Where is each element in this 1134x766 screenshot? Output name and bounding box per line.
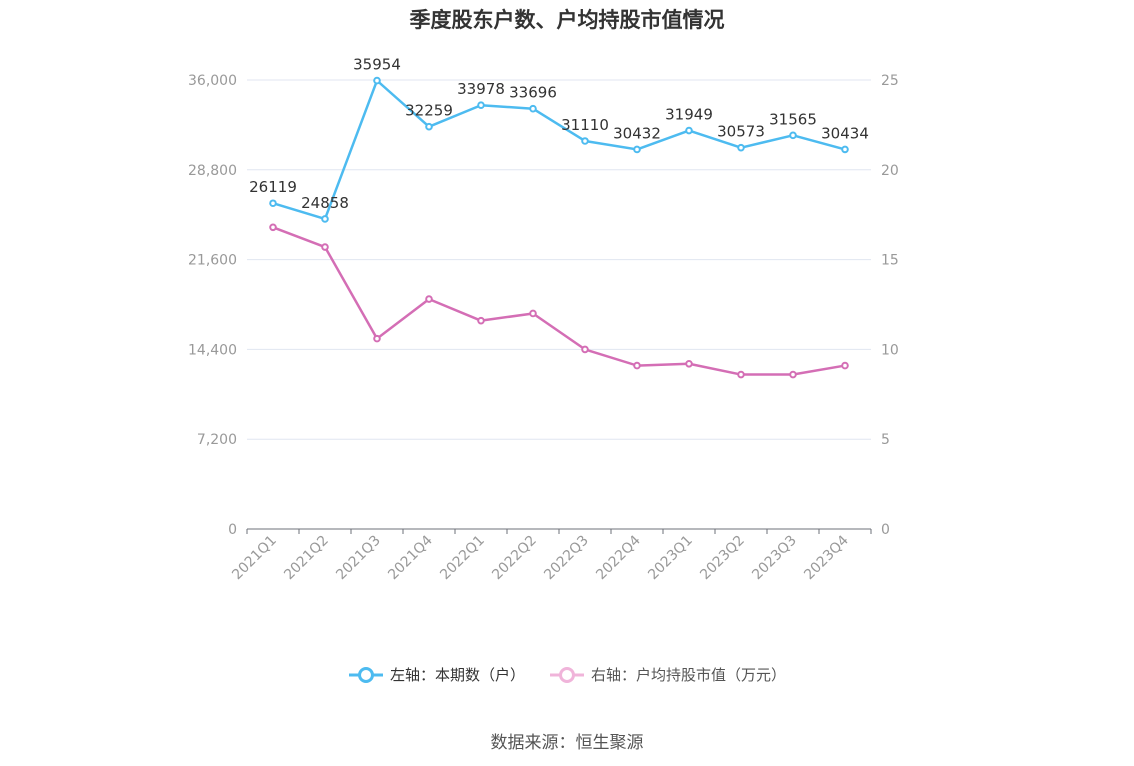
data-point-left xyxy=(581,137,589,145)
data-point-left xyxy=(425,122,433,131)
data-point-right xyxy=(789,370,797,379)
data-point-left xyxy=(685,126,693,135)
right-axis-tick-label: 15 xyxy=(881,253,899,269)
data-point-right xyxy=(321,243,329,251)
data-label: 33978 xyxy=(457,80,505,98)
right-axis-tick-label: 5 xyxy=(881,432,890,448)
left-axis-tick-label: 14,400 xyxy=(188,342,237,358)
data-point-right xyxy=(581,345,589,354)
x-axis-tick-label: 2023Q1 xyxy=(645,533,696,584)
data-label: 30573 xyxy=(717,123,765,141)
legend-label-right-series: 右轴：户均持股市值（万元） xyxy=(591,666,787,684)
data-point-right xyxy=(477,316,485,325)
legend-swatch-right-icon xyxy=(550,666,584,683)
right-axis-tick-label: 0 xyxy=(881,522,890,538)
data-point-right xyxy=(373,334,381,343)
x-axis-tick-label: 2021Q1 xyxy=(229,533,280,584)
data-point-left xyxy=(789,131,797,140)
x-axis-tick-label: 2022Q3 xyxy=(541,533,592,584)
data-point-right xyxy=(425,295,433,303)
data-point-right xyxy=(269,223,277,232)
right-axis-tick-label: 25 xyxy=(881,73,899,89)
data-label: 24858 xyxy=(301,194,349,212)
data-point-right xyxy=(737,370,745,379)
left-axis-tick-label: 21,600 xyxy=(188,253,237,269)
x-axis-tick-label: 2021Q4 xyxy=(385,532,436,583)
data-point-right xyxy=(685,359,693,368)
right-axis-tick-label: 10 xyxy=(881,342,899,358)
x-axis-tick-label: 2023Q4 xyxy=(801,532,852,583)
data-label: 26119 xyxy=(249,178,297,196)
x-axis-tick-label: 2021Q2 xyxy=(281,533,332,584)
data-point-left xyxy=(737,143,745,152)
data-point-left xyxy=(477,101,485,110)
data-label: 32259 xyxy=(405,102,453,120)
chart-legend: 左轴：本期数（户） 右轴：户均持股市值（万元） xyxy=(0,664,1134,685)
data-label: 35954 xyxy=(353,56,401,74)
right-axis-tick-label: 20 xyxy=(881,163,899,179)
x-axis-tick-label: 2022Q1 xyxy=(437,533,488,584)
data-point-right xyxy=(529,309,537,318)
legend-label-left-series: 左轴：本期数（户） xyxy=(389,666,525,684)
data-label: 31110 xyxy=(561,116,609,134)
data-point-left xyxy=(633,145,641,154)
data-point-left xyxy=(269,199,277,208)
data-label: 33696 xyxy=(509,84,557,102)
x-axis-tick-label: 2022Q2 xyxy=(489,533,540,584)
left-axis-tick-label: 0 xyxy=(228,522,237,538)
data-label: 30432 xyxy=(613,124,661,142)
x-axis-tick-label: 2021Q3 xyxy=(333,533,384,584)
left-axis-tick-label: 28,800 xyxy=(188,163,237,179)
data-point-right xyxy=(633,361,641,370)
x-axis-tick-label: 2023Q3 xyxy=(749,533,800,584)
legend-item-left-series[interactable]: 左轴：本期数（户） xyxy=(348,664,525,685)
data-point-left xyxy=(373,76,381,85)
left-axis-tick-label: 36,000 xyxy=(188,73,237,89)
data-point-left xyxy=(841,145,849,154)
x-axis-tick-label: 2023Q2 xyxy=(697,533,748,584)
data-label: 31949 xyxy=(665,106,713,124)
data-point-left xyxy=(321,215,329,223)
x-axis-tick-label: 2022Q4 xyxy=(593,532,644,583)
data-point-left xyxy=(529,104,537,113)
left-axis-tick-label: 7,200 xyxy=(197,432,237,448)
series-line-left xyxy=(272,79,846,221)
legend-item-right-series[interactable]: 右轴：户均持股市值（万元） xyxy=(549,664,786,685)
legend-swatch-left-icon xyxy=(348,666,383,683)
data-point-right xyxy=(841,361,849,370)
line-chart: 0 0 7,200 5 14,400 10 21,600 15 28,800 20 36,000 25… xyxy=(188,56,899,584)
data-label: 31565 xyxy=(769,110,817,128)
series-line-right xyxy=(272,226,846,376)
data-label: 30434 xyxy=(821,124,869,142)
data-source: 数据来源：恒生聚源 xyxy=(490,733,644,753)
chart-title: 季度股东户数、户均持股市值情况 xyxy=(409,8,725,32)
